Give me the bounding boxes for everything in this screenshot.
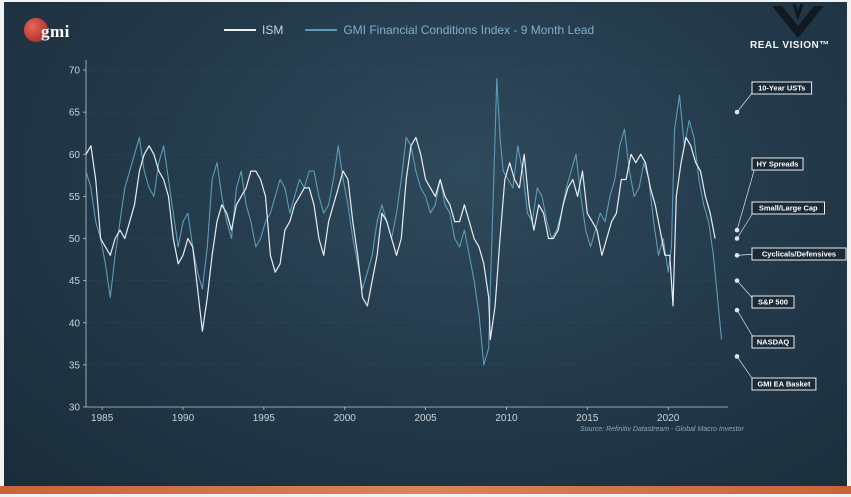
x-tick-label-6: 2015 xyxy=(576,413,599,424)
x-tick-label-0: 1985 xyxy=(91,413,114,424)
x-tick-label-7: 2020 xyxy=(657,413,680,424)
annotation-box-s-p-500 xyxy=(751,295,795,309)
annotation-box-hy-spreads xyxy=(751,157,804,171)
chart-legend: ISM GMI Financial Conditions Index - 9 M… xyxy=(224,22,616,38)
chart-slide xyxy=(4,2,847,486)
annotation-box-cyclicals-defensives xyxy=(751,247,847,261)
legend-item-ism: ISM xyxy=(224,23,283,37)
annotation-label-gmi-ea-basket: GMI EA Basket xyxy=(757,380,811,389)
gmi-logo-text: gmi xyxy=(41,22,70,41)
y-tick-label-3: 45 xyxy=(69,276,81,287)
annotation-label-small-large-cap: Small/Large Cap xyxy=(759,204,818,213)
x-tick-label-4: 2005 xyxy=(414,413,437,424)
annotation-box-gmi-ea-basket xyxy=(751,377,817,391)
annotation-label-hy-spreads: HY Spreads xyxy=(757,160,799,169)
legend-label-ism: ISM xyxy=(262,23,284,37)
x-tick-label-5: 2010 xyxy=(495,413,518,424)
annotation-label-cyclicals-defensives: Cyclicals/Defensives xyxy=(762,250,836,259)
legend-label-gmi-fci: GMI Financial Conditions Index - 9 Month… xyxy=(343,23,595,37)
annotation-box-small-large-cap xyxy=(751,201,825,215)
x-tick-label-3: 2000 xyxy=(334,413,357,424)
annotation-box-nasdaq xyxy=(751,335,795,349)
y-tick-label-4: 50 xyxy=(69,234,81,245)
y-tick-label-0: 30 xyxy=(69,403,81,414)
annotation-box-10-year-usts xyxy=(751,81,813,95)
y-tick-label-2: 40 xyxy=(69,318,81,329)
real-vision-logo-text: REAL VISION™ xyxy=(750,40,830,51)
annotation-label-nasdaq: NASDAQ xyxy=(757,338,790,347)
x-tick-label-2: 1995 xyxy=(253,413,276,424)
legend-item-gmi-fci: GMI Financial Conditions Index - 9 Month… xyxy=(305,23,594,37)
gmi-logo-icon xyxy=(24,18,48,42)
x-tick-label-1: 1990 xyxy=(172,413,195,424)
series-line-ism xyxy=(85,136,716,341)
series-line-gmi-fci xyxy=(85,77,723,366)
annotation-label-10-year-usts: 10-Year USTs xyxy=(758,84,805,93)
real-vision-logo-icon xyxy=(772,3,824,38)
y-tick-label-6: 60 xyxy=(69,150,81,161)
legend-swatch-gmi-fci xyxy=(305,29,338,31)
bottom-accent-bar xyxy=(0,486,851,494)
legend-swatch-ism xyxy=(224,29,256,31)
annotation-label-s-p-500: S&P 500 xyxy=(758,298,788,307)
y-tick-label-5: 55 xyxy=(69,192,81,203)
annotation-leader-hy-spreads xyxy=(736,163,757,231)
y-tick-label-8: 70 xyxy=(69,66,81,77)
y-tick-label-1: 35 xyxy=(69,360,81,371)
source-note: Source: Refinitiv Datastream - Global Ma… xyxy=(580,426,744,433)
y-tick-label-7: 65 xyxy=(69,108,81,119)
